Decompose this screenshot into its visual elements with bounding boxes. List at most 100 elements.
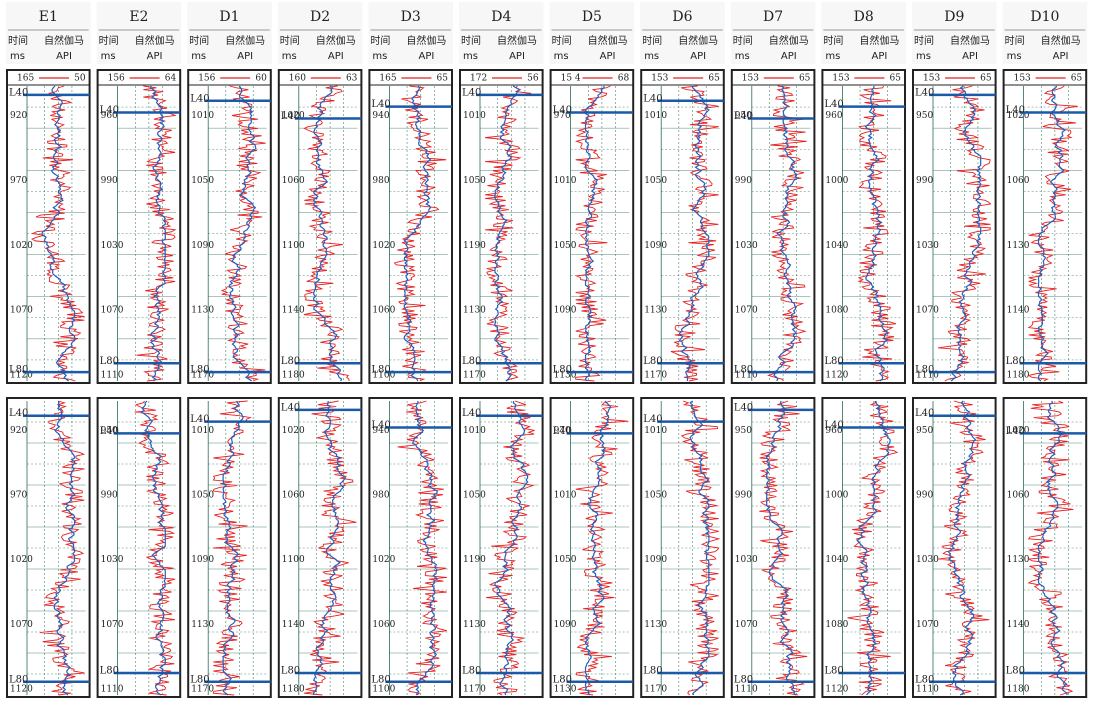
time-tick: 1190: [463, 555, 486, 565]
time-tick: 1020: [1007, 426, 1030, 436]
log-panel: [640, 397, 725, 698]
horizon-label: L40: [915, 87, 934, 98]
curve-label: 自然伽马: [316, 34, 356, 47]
time-tick: 1030: [916, 241, 939, 251]
gamma-trend: [678, 85, 710, 382]
gamma-trend: [689, 400, 710, 696]
time-tick: 1030: [101, 555, 124, 565]
scale-right: 65: [708, 74, 720, 84]
time-tick: 1130: [463, 620, 486, 630]
time-tick: 1140: [282, 620, 305, 630]
time-tick: 990: [101, 176, 118, 186]
time-tick: 920: [10, 426, 27, 436]
time-tick: 1090: [554, 306, 577, 316]
horizon-label: L40: [553, 426, 572, 437]
time-tick: 1000: [825, 491, 848, 501]
time-label: 时间: [823, 34, 843, 47]
curve-unit: API: [781, 51, 797, 62]
time-tick: 990: [735, 176, 752, 186]
time-tick: 1140: [1007, 306, 1030, 316]
time-tick: 1170: [644, 685, 667, 695]
time-tick: 1030: [916, 555, 939, 565]
time-tick: 990: [101, 491, 118, 501]
horizon-label: L40: [643, 93, 662, 104]
time-label: 时间: [642, 34, 662, 47]
gamma-trend: [149, 85, 167, 382]
time-tick: 1080: [825, 620, 848, 630]
scale-right: 65: [1071, 74, 1083, 84]
time-tick: 1100: [282, 555, 305, 565]
log-panel: [730, 69, 816, 384]
time-tick: 970: [10, 491, 27, 501]
time-tick: 970: [10, 176, 27, 186]
time-tick: 1010: [644, 426, 667, 436]
curve-unit: API: [56, 51, 72, 62]
time-label: 时间: [189, 34, 209, 47]
gamma-curve: [134, 400, 176, 696]
gamma-curve: [680, 400, 721, 696]
time-tick: 1180: [282, 685, 305, 695]
time-tick: 1060: [372, 306, 395, 316]
time-tick: 1120: [825, 685, 848, 695]
scale-left: 172: [470, 74, 487, 84]
time-tick: 940: [372, 111, 389, 121]
scale-right: 60: [255, 74, 267, 84]
time-tick: 1120: [10, 685, 33, 695]
scale-left: 153: [651, 74, 668, 84]
curve-unit: API: [1053, 51, 1069, 62]
time-tick: 960: [825, 111, 842, 121]
time-tick: 1090: [191, 555, 214, 565]
column-header-bg: [821, 2, 906, 64]
time-unit: ms: [1007, 51, 1022, 62]
horizon-label: L40: [824, 99, 843, 110]
curve-label: 自然伽马: [950, 34, 990, 47]
time-tick: 1010: [644, 111, 667, 121]
time-tick: 1130: [1007, 241, 1030, 251]
scale-right: 63: [346, 74, 358, 84]
curve-label: 自然伽马: [497, 34, 537, 47]
gamma-curve: [574, 85, 611, 382]
time-tick: 1030: [101, 241, 124, 251]
time-tick: 1060: [1007, 491, 1030, 501]
time-tick: 1170: [463, 685, 486, 695]
curve-unit: API: [237, 51, 253, 62]
horizon-label: L80: [371, 674, 390, 685]
log-panel: [821, 69, 907, 384]
column-header-bg: [6, 2, 91, 64]
gamma-curve: [31, 85, 85, 382]
time-tick: 1050: [463, 176, 486, 186]
scale-left: 153: [832, 74, 849, 84]
time-tick: 1040: [825, 555, 848, 565]
well-name: D1: [219, 9, 239, 25]
time-tick: 1070: [101, 306, 124, 316]
time-label: 时间: [552, 34, 572, 47]
time-tick: 1010: [554, 176, 577, 186]
time-tick: 1120: [10, 371, 33, 381]
gamma-curve: [397, 400, 448, 696]
horizon-label: L80: [190, 674, 209, 685]
gamma-trend: [856, 400, 891, 696]
time-tick: 1090: [644, 241, 667, 251]
time-tick: 1090: [191, 241, 214, 251]
time-tick: 1070: [916, 306, 939, 316]
time-tick: 1010: [554, 491, 577, 501]
log-panel: [549, 397, 635, 698]
time-tick: 1170: [644, 371, 667, 381]
log-panel: [368, 69, 453, 384]
horizon-label: L40: [734, 111, 753, 122]
horizon-label: L40: [371, 420, 390, 431]
gamma-curve: [575, 400, 629, 696]
well-name: D7: [763, 9, 783, 25]
curve-unit: API: [509, 51, 525, 62]
time-tick: 1110: [916, 685, 939, 695]
horizon-label: L40: [281, 111, 300, 122]
time-tick: 1100: [372, 685, 395, 695]
time-label: 时间: [914, 34, 934, 47]
log-panel: [96, 397, 182, 698]
time-tick: 1110: [101, 685, 124, 695]
time-tick: 1050: [191, 491, 214, 501]
time-tick: 950: [916, 111, 933, 121]
curve-unit: API: [690, 51, 706, 62]
horizon-label: L40: [100, 105, 119, 116]
curve-label: 自然伽马: [135, 34, 175, 47]
